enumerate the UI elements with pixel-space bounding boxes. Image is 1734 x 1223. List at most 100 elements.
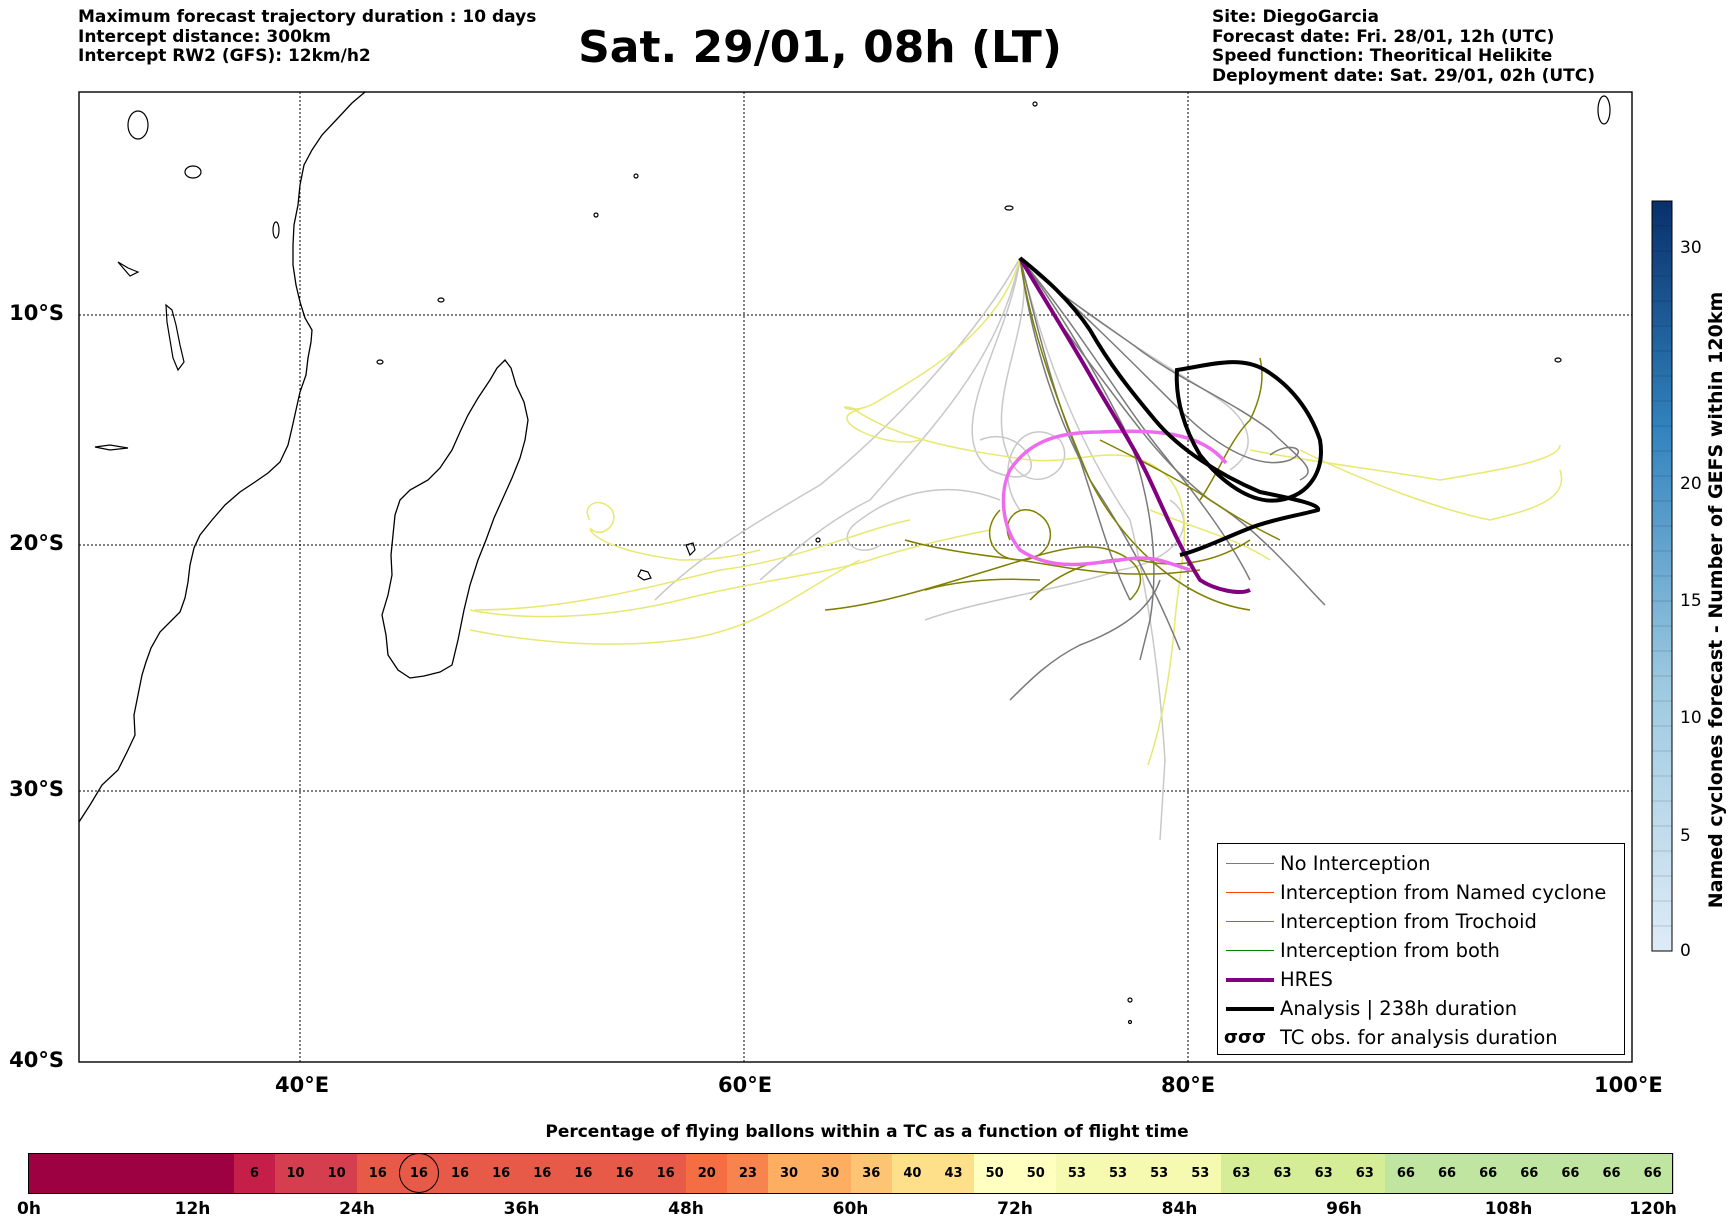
percentage-cell: 53 bbox=[1179, 1153, 1222, 1194]
percentage-cell: 20 bbox=[686, 1153, 728, 1194]
hour-label: 84h bbox=[1161, 1199, 1198, 1219]
percentage-cell: 63 bbox=[1302, 1153, 1345, 1194]
legend-line bbox=[1226, 892, 1274, 893]
analysis-loop bbox=[1174, 360, 1323, 503]
hour-label: 108h bbox=[1484, 1199, 1533, 1219]
hour-label: 96h bbox=[1326, 1199, 1362, 1219]
percentage-cell: 66 bbox=[1590, 1153, 1633, 1194]
percentage-cell: 66 bbox=[1467, 1153, 1509, 1194]
map-content bbox=[79, 92, 1611, 1025]
percentage-cell: 6 bbox=[233, 1153, 276, 1194]
site-text: Site: DiegoGarcia bbox=[1212, 7, 1379, 27]
percentage-cell: 16 bbox=[480, 1153, 522, 1194]
percentage-cell bbox=[151, 1153, 193, 1194]
colorbar-tick: 20 bbox=[1680, 474, 1702, 494]
no-interception-light-tracks bbox=[654, 257, 1249, 841]
map-frame bbox=[78, 91, 1633, 1063]
intercept-rw2-text: Intercept RW2 (GFS): 12km/h2 bbox=[78, 46, 371, 66]
lon-tick-80e: 80°E bbox=[1161, 1073, 1216, 1097]
deployment-date-text: Deployment date: Sat. 29/01, 02h (UTC) bbox=[1212, 65, 1596, 86]
lat-tick-10s: 10°S bbox=[9, 301, 64, 325]
legend-no-interception: No Interception bbox=[1218, 853, 1618, 875]
percentage-cell: 50 bbox=[973, 1153, 1016, 1194]
no-interception-tracks bbox=[1009, 257, 1326, 701]
percentage-cell: 40 bbox=[891, 1153, 934, 1194]
legend-line bbox=[1226, 978, 1274, 982]
percentage-cell: 16 bbox=[644, 1153, 687, 1194]
colorbar-tick-marks bbox=[1652, 200, 1672, 952]
hres-track bbox=[1018, 256, 1251, 594]
hour-label: 120h bbox=[1629, 1199, 1677, 1219]
hour-label: 48h bbox=[668, 1199, 704, 1219]
legend-line bbox=[1226, 950, 1274, 951]
legend-label: Analysis | 238h duration bbox=[1280, 997, 1518, 1020]
percentage-cell: 53 bbox=[1138, 1153, 1180, 1194]
colorbar-tick: 15 bbox=[1680, 591, 1702, 611]
lat-tick-30s: 30°S bbox=[9, 777, 64, 801]
percentage-cell: 66 bbox=[1426, 1153, 1468, 1194]
map-legend: No Interception Interception from Named … bbox=[1217, 843, 1625, 1055]
percentage-cell: 53 bbox=[1097, 1153, 1139, 1194]
colorbar-tick: 5 bbox=[1680, 826, 1691, 846]
percentage-cell: 10 bbox=[274, 1153, 317, 1194]
percentage-cell: 16 bbox=[562, 1153, 605, 1194]
cyclone-colorbar bbox=[1651, 200, 1673, 952]
hour-label: 12h bbox=[174, 1199, 211, 1219]
percentage-cell: 66 bbox=[1508, 1153, 1551, 1194]
lon-tick-100e: 100°E bbox=[1594, 1073, 1663, 1097]
current-time-marker bbox=[398, 1153, 439, 1193]
percentage-cell: 36 bbox=[850, 1153, 893, 1194]
legend-hres: HRES bbox=[1218, 969, 1618, 991]
hour-label: 60h bbox=[832, 1199, 869, 1219]
percentage-cell: 23 bbox=[727, 1153, 769, 1194]
trochoid-light-tracks bbox=[469, 257, 1563, 766]
legend-label: TC obs. for analysis duration bbox=[1280, 1026, 1558, 1049]
colorbar-title: Named cyclones forecast - Number of GEFS… bbox=[1705, 291, 1727, 909]
lat-tick-20s: 20°S bbox=[9, 531, 64, 555]
legend-line bbox=[1226, 863, 1274, 864]
percentage-bar-frame bbox=[28, 1153, 1673, 1194]
legend-line bbox=[1226, 1007, 1274, 1011]
percentage-cell: 63 bbox=[1220, 1153, 1263, 1194]
legend-label: Interception from both bbox=[1280, 939, 1500, 962]
lon-tick-40e: 40°E bbox=[275, 1073, 330, 1097]
header-right: Site: DiegoGarcia Forecast date: Fri. 28… bbox=[1212, 7, 1596, 86]
speed-function-text: Speed function: Theoritical Helikite bbox=[1212, 46, 1553, 66]
tc-symbol-icon: σσσ bbox=[1224, 1027, 1267, 1048]
percentage-cell: 16 bbox=[439, 1153, 481, 1194]
percentage-cell: 63 bbox=[1344, 1153, 1386, 1194]
trochoid-tracks bbox=[824, 257, 1281, 611]
hour-label: 36h bbox=[503, 1199, 540, 1219]
legend-label: Interception from Named cyclone bbox=[1280, 881, 1607, 904]
hour-label: 0h bbox=[17, 1199, 41, 1219]
percentage-cell: 43 bbox=[932, 1153, 975, 1194]
percentage-cell: 30 bbox=[768, 1153, 810, 1194]
colorbar-tick: 0 bbox=[1680, 941, 1691, 961]
percentage-cell: 50 bbox=[1015, 1153, 1057, 1194]
legend-label: Interception from Trochoid bbox=[1280, 910, 1537, 933]
intercept-distance-text: Intercept distance: 300km bbox=[78, 26, 331, 47]
percentage-cell: 66 bbox=[1549, 1153, 1592, 1194]
lat-tick-40s: 40°S bbox=[9, 1048, 64, 1072]
max-duration-text: Maximum forecast trajectory duration : 1… bbox=[78, 7, 537, 27]
page-title: Sat. 29/01, 08h (LT) bbox=[578, 22, 1062, 73]
percentage-bar-title: Percentage of flying ballons within a TC… bbox=[545, 1122, 1189, 1142]
legend-line bbox=[1226, 921, 1274, 922]
legend-tc-obs: σσσ TC obs. for analysis duration bbox=[1218, 1027, 1618, 1049]
percentage-cell bbox=[69, 1153, 111, 1194]
percentage-cell: 66 bbox=[1631, 1153, 1674, 1194]
legend-both: Interception from both bbox=[1218, 940, 1618, 962]
colorbar-tick: 30 bbox=[1680, 238, 1702, 258]
legend-named-cyclone: Interception from Named cyclone bbox=[1218, 882, 1618, 904]
legend-trochoid: Interception from Trochoid bbox=[1218, 911, 1618, 933]
gridlines bbox=[79, 92, 1632, 1062]
header-left: Maximum forecast trajectory duration : 1… bbox=[78, 7, 537, 67]
percentage-cell bbox=[192, 1153, 235, 1194]
hres-light-track bbox=[1001, 429, 1228, 572]
percentage-cell bbox=[28, 1153, 70, 1194]
percentage-cell: 16 bbox=[357, 1153, 399, 1194]
legend-analysis: Analysis | 238h duration bbox=[1218, 998, 1618, 1020]
percentage-cell: 16 bbox=[603, 1153, 646, 1194]
legend-label: No Interception bbox=[1280, 852, 1431, 875]
